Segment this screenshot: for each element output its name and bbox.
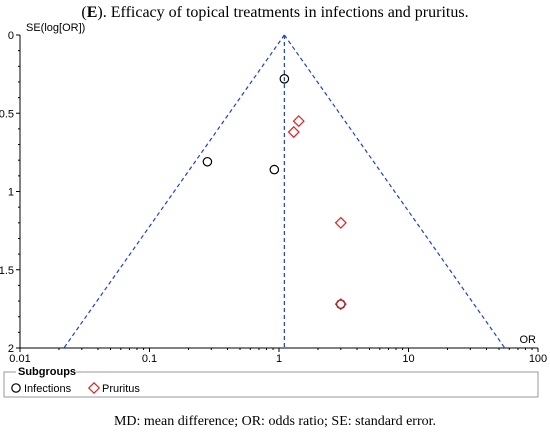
axes: 0 0.5 1 1.5 20.01 0.1 1 10 100 SE(log[OR]) OR <box>0 22 547 365</box>
title-letter: E <box>86 4 98 21</box>
pruritus-point <box>334 216 347 229</box>
funnel-plot: 0 0.5 1 1.5 20.01 0.1 1 10 100 SE(log[OR]) OR Subg… <box>0 22 547 398</box>
x-tick-label: 0.1 <box>142 353 157 365</box>
legend: Subgroups Infections Pruritus <box>3 366 539 398</box>
x-axis-label: OR <box>520 334 537 346</box>
title-text: ). Efficacy of topical treatments in inf… <box>97 4 469 21</box>
legend-label-infections: Infections <box>24 383 72 395</box>
legend-title: Subgroups <box>18 366 76 378</box>
chart-title: (E). Efficacy of topical treatments in i… <box>81 4 469 21</box>
legend-box <box>3 371 539 398</box>
legend-pruritus-icon <box>87 381 101 395</box>
data-points <box>202 74 347 311</box>
x-tick-label: 1 <box>276 353 282 365</box>
infections-point <box>279 74 290 84</box>
y-axis-label: SE(log[OR]) <box>26 22 85 34</box>
legend-title-backdrop <box>16 366 76 377</box>
y-tick-label: 1.5 <box>0 265 14 277</box>
funnel-right-line <box>283 34 506 349</box>
infections-point <box>202 156 213 167</box>
legend-infections-icon <box>11 383 21 393</box>
pruritus-point <box>292 115 305 128</box>
infections-point <box>335 299 346 309</box>
y-tick-label: 2 <box>8 343 14 355</box>
funnel-lines <box>63 34 506 349</box>
figure-caption: MD: mean difference; OR: odds ratio; SE:… <box>113 414 437 429</box>
x-tick-label: 100 <box>529 353 547 365</box>
legend-label-pruritus: Pruritus <box>102 383 140 395</box>
x-tick-label: 0.01 <box>9 353 30 365</box>
y-tick-label: 0 <box>8 30 14 42</box>
y-tick-label: 1 <box>8 187 14 199</box>
funnel-left-line <box>63 34 285 349</box>
infections-point <box>269 164 280 175</box>
y-tick-label: 0.5 <box>0 108 14 120</box>
pruritus-point <box>334 298 347 311</box>
x-tick-label: 10 <box>402 353 414 365</box>
pruritus-point <box>287 125 300 139</box>
